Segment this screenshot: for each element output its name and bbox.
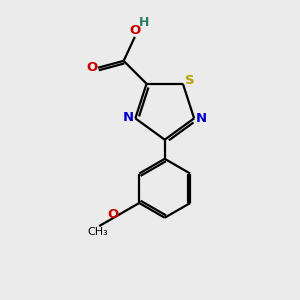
Text: CH₃: CH₃ xyxy=(87,227,108,237)
Text: O: O xyxy=(130,24,141,37)
Text: H: H xyxy=(139,16,149,28)
Text: N: N xyxy=(122,111,134,124)
Text: S: S xyxy=(184,74,194,87)
Text: O: O xyxy=(107,208,118,221)
Text: O: O xyxy=(86,61,98,74)
Text: N: N xyxy=(196,112,207,125)
